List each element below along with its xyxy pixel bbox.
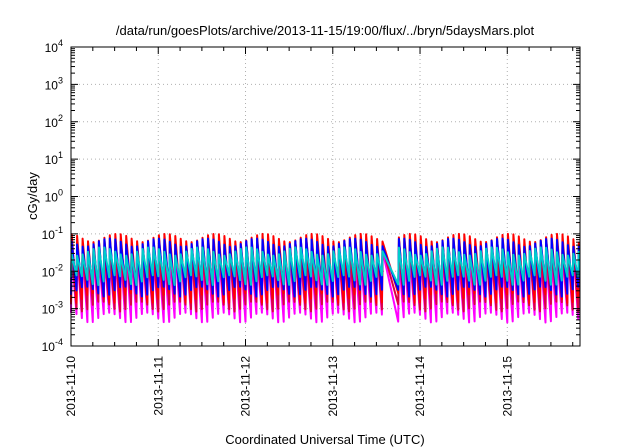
x-tick-label: 2013-11-10: [64, 356, 78, 417]
series-group: [70, 232, 580, 324]
series-line: [70, 246, 580, 287]
y-tick-label: 10-1: [42, 225, 63, 242]
y-tick-label: 104: [45, 38, 63, 55]
x-tick-label: 2013-11-12: [239, 356, 253, 417]
x-axis-ticks: 2013-11-10 2013-11-11 2013-11-12 2013-11-13…: [64, 47, 574, 417]
x-tick-label: 2013-11-13: [326, 356, 340, 417]
x-tick-label: 2013-11-14: [413, 356, 427, 417]
y-axis-label: cGy/day: [25, 172, 40, 220]
x-tick-label: 2013-11-15: [500, 356, 514, 417]
y-axis-ticks: 10-4 10-3 10-2 10-1 100 101 102 103 104: [42, 38, 580, 354]
chart-title: /data/run/goesPlots/archive/2013-11-15/1…: [116, 23, 535, 38]
y-tick-label: 10-2: [42, 262, 63, 279]
x-axis-label: Coordinated Universal Time (UTC): [225, 432, 424, 447]
y-tick-label: 103: [45, 75, 63, 92]
x-tick-label: 2013-11-11: [151, 356, 165, 416]
y-tick-label: 10-4: [42, 337, 63, 354]
y-tick-label: 102: [45, 113, 63, 130]
y-tick-label: 10-3: [42, 300, 63, 317]
y-tick-label: 100: [45, 188, 63, 205]
y-tick-label: 101: [45, 150, 63, 167]
